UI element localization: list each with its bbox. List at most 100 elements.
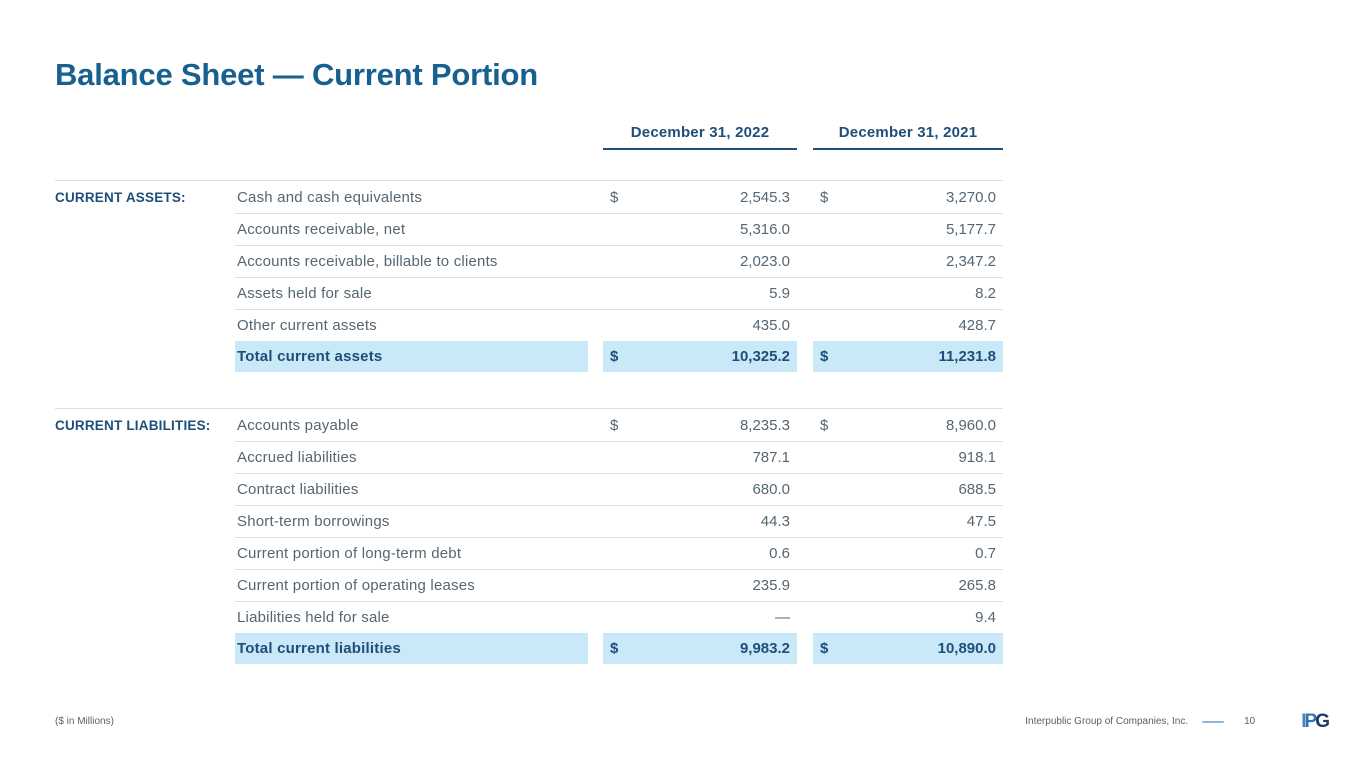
value-number: 0.6 <box>769 544 790 562</box>
value-number: — <box>775 608 790 626</box>
value-number: 688.5 <box>958 480 996 498</box>
value-2022: $9,983.2 <box>603 633 797 664</box>
total-label: Total current assets <box>235 341 588 372</box>
value-2021: $3,270.0 <box>813 181 1003 213</box>
row-label: Accounts receivable, billable to clients <box>237 252 498 270</box>
value-number: 8.2 <box>975 284 996 302</box>
ipg-logo: IPG <box>1301 711 1330 732</box>
total-row: Total current assets $10,325.2 $11,231.8 <box>55 341 1003 372</box>
value-number: 5.9 <box>769 284 790 302</box>
column-header-row: December 31, 2022 December 31, 2021 <box>55 122 1003 150</box>
value-number: 2,347.2 <box>945 252 996 270</box>
dollar-sign: $ <box>610 416 619 434</box>
table-row: Accrued liabilities 787.1 918.1 <box>55 441 1003 473</box>
value-number: 5,316.0 <box>739 220 790 238</box>
table-row: Assets held for sale 5.9 8.2 <box>55 277 1003 309</box>
value-number: 680.0 <box>752 480 790 498</box>
value-number: 8,960.0 <box>945 416 996 434</box>
section-label <box>55 309 235 341</box>
value-2021: $8,960.0 <box>813 409 1003 441</box>
value-2021: 47.5 <box>813 505 1003 537</box>
column-gap <box>588 569 603 601</box>
column-gap <box>588 309 603 341</box>
row-label: Liabilities held for sale <box>237 608 390 626</box>
row-label: Accrued liabilities <box>237 448 357 466</box>
value-2022: — <box>603 601 797 633</box>
column-gap <box>797 505 813 537</box>
table-row: CURRENT LIABILITIES: Accounts payable $8,2… <box>55 409 1003 441</box>
column-header-2021: December 31, 2021 <box>813 122 1003 150</box>
value-2021: 8.2 <box>813 277 1003 309</box>
value-2021: 428.7 <box>813 309 1003 341</box>
value-2022: $10,325.2 <box>603 341 797 372</box>
section-label <box>55 277 235 309</box>
value-number: 3,270.0 <box>945 188 996 206</box>
section-label: CURRENT ASSETS: <box>55 189 186 205</box>
value-number: 435.0 <box>752 316 790 334</box>
column-gap <box>588 213 603 245</box>
column-gap <box>588 473 603 505</box>
units-note: ($ in Millions) <box>55 716 114 727</box>
dollar-sign: $ <box>610 348 619 365</box>
column-gap <box>797 601 813 633</box>
table-section: CURRENT LIABILITIES: Accounts payable $8,2… <box>55 408 1003 664</box>
table-row: Other current assets 435.0 428.7 <box>55 309 1003 341</box>
value-2022: 435.0 <box>603 309 797 341</box>
value-number: 0.7 <box>975 544 996 562</box>
page-title: Balance Sheet — Current Portion <box>55 57 539 92</box>
row-label: Short-term borrowings <box>237 512 390 530</box>
column-gap <box>797 245 813 277</box>
column-gap <box>588 537 603 569</box>
footer-divider-line <box>1202 720 1225 723</box>
dollar-sign: $ <box>820 416 829 434</box>
table-sections: CURRENT ASSETS: Cash and cash equivalents… <box>55 180 1003 664</box>
column-gap <box>588 601 603 633</box>
section-label <box>55 601 235 633</box>
section-label <box>55 537 235 569</box>
page-number: 10 <box>1244 716 1256 727</box>
column-gap <box>797 277 813 309</box>
dollar-sign: $ <box>820 348 829 365</box>
column-gap <box>588 181 603 213</box>
table-row: Contract liabilities 680.0 688.5 <box>55 473 1003 505</box>
row-label: Assets held for sale <box>237 284 372 302</box>
column-gap <box>588 441 603 473</box>
column-gap <box>588 505 603 537</box>
value-2022: 5.9 <box>603 277 797 309</box>
value-2022: 680.0 <box>603 473 797 505</box>
value-2022: $2,545.3 <box>603 181 797 213</box>
dollar-sign: $ <box>820 640 829 657</box>
value-number: 10,325.2 <box>731 348 790 365</box>
section-label <box>55 213 235 245</box>
column-header-2022: December 31, 2022 <box>603 122 797 150</box>
column-gap <box>797 341 813 372</box>
value-2021: 265.8 <box>813 569 1003 601</box>
value-2022: 0.6 <box>603 537 797 569</box>
value-2021: 688.5 <box>813 473 1003 505</box>
value-number: 235.9 <box>752 576 790 594</box>
section-label <box>55 441 235 473</box>
row-label: Contract liabilities <box>237 480 359 498</box>
column-gap <box>588 245 603 277</box>
column-gap <box>797 569 813 601</box>
column-gap <box>797 181 813 213</box>
table-row: Current portion of operating leases 235.9… <box>55 569 1003 601</box>
value-2022: 235.9 <box>603 569 797 601</box>
value-number: 787.1 <box>752 448 790 466</box>
value-2022: $8,235.3 <box>603 409 797 441</box>
value-number: 428.7 <box>958 316 996 334</box>
value-2021: 5,177.7 <box>813 213 1003 245</box>
value-2022: 787.1 <box>603 441 797 473</box>
dollar-sign: $ <box>610 640 619 657</box>
table-row: Liabilities held for sale — 9.4 <box>55 601 1003 633</box>
row-label: Accounts receivable, net <box>237 220 406 238</box>
value-number: 10,890.0 <box>937 640 996 657</box>
value-2021: $11,231.8 <box>813 341 1003 372</box>
value-number: 9.4 <box>975 608 996 626</box>
section-label <box>55 341 235 372</box>
column-gap <box>588 277 603 309</box>
value-number: 2,545.3 <box>739 188 790 206</box>
table-row: Accounts receivable, billable to clients… <box>55 245 1003 277</box>
column-gap <box>797 633 813 664</box>
column-gap <box>797 537 813 569</box>
